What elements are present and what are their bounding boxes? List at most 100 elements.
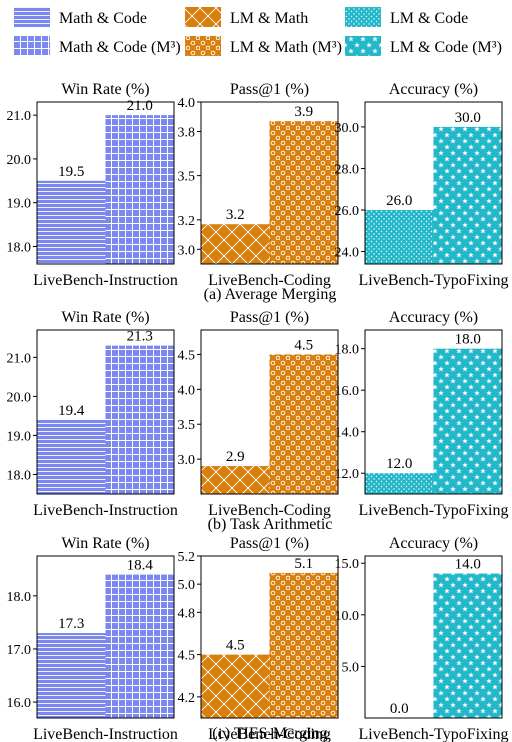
y-tick-label: 3.5 (178, 418, 196, 433)
y-tick-label: 20.0 (7, 390, 32, 405)
x-axis-label: LiveBench-Instruction (33, 502, 178, 519)
y-tick-label: 3.0 (178, 453, 196, 468)
legend-label: LM & Math (M³) (230, 39, 342, 56)
y-tick-label: 5.0 (342, 660, 360, 675)
y-tick-label: 28.0 (335, 162, 360, 177)
y-tick-label: 4.5 (178, 649, 196, 664)
y-tick-label: 21.0 (7, 351, 32, 366)
y-tick-label: 5.2 (178, 550, 196, 565)
chart-panel: 26.0 30.0 24.0 26.0 28.0 30.0 Accuracy (%) Live… (335, 81, 509, 289)
y-tick-label: 20.0 (7, 153, 32, 168)
legend-swatch (185, 7, 221, 27)
legend-swatch (345, 36, 381, 56)
bar (37, 180, 106, 264)
y-tick-label: 10.0 (335, 609, 360, 624)
bar (365, 473, 434, 494)
bar (201, 224, 270, 264)
y-tick-label: 16.0 (335, 384, 360, 399)
data-label: 4.5 (226, 638, 245, 654)
y-tick-label: 19.0 (7, 429, 32, 444)
legend-swatch (14, 7, 50, 27)
panel-title: Win Rate (%) (61, 81, 149, 98)
subfigure-caption: (c) TIES-Merging (212, 725, 327, 742)
subfigure-caption: (a) Average Merging (204, 286, 337, 303)
bar (201, 466, 270, 494)
y-tick-label: 3.8 (178, 125, 196, 140)
y-tick-label: 17.0 (7, 643, 32, 658)
y-tick-label: 18.0 (7, 590, 32, 605)
plot-frame (36, 329, 175, 495)
bar (201, 654, 270, 718)
data-label: 18.0 (455, 332, 481, 348)
data-label: 18.4 (127, 558, 154, 574)
y-tick-label: 4.5 (178, 348, 196, 363)
y-tick-label: 14.0 (335, 426, 360, 441)
x-axis-label: LiveBench-Instruction (33, 726, 178, 742)
bar (433, 573, 502, 718)
y-tick-label: 16.0 (7, 696, 32, 711)
chart-panel: 12.0 18.0 12.0 14.0 16.0 18.0 Accuracy (%) Live… (335, 309, 509, 519)
bar (269, 121, 338, 265)
data-label: 14.0 (455, 557, 481, 573)
x-axis-label: LiveBench-Coding (208, 272, 331, 289)
y-tick-label: 30.0 (335, 121, 360, 136)
y-tick-label: 4.2 (178, 691, 196, 706)
plot-frame (364, 101, 503, 265)
legend-label: LM & Math (230, 10, 308, 27)
y-tick-label: 19.0 (7, 197, 32, 212)
plot-frame (200, 329, 339, 495)
x-axis-label: LiveBench-TypoFixing (359, 726, 509, 742)
legend-label: Math & Code (M³) (59, 39, 181, 56)
panel-title: Win Rate (%) (61, 535, 149, 552)
y-tick-label: 3.2 (178, 214, 196, 229)
y-tick-label: 24.0 (335, 246, 360, 261)
panel-title: Pass@1 (%) (230, 81, 309, 98)
x-axis-label: LiveBench-TypoFixing (359, 272, 509, 289)
chart-panel: 19.4 21.3 18.0 19.0 20.0 21.0 Win Rate (%) Live… (7, 309, 178, 519)
legend-label: LM & Code (M³) (390, 39, 502, 56)
panel-title: Pass@1 (%) (230, 535, 309, 552)
legend-swatch (185, 36, 221, 56)
subfigure-caption: (b) Task Arithmetic (208, 516, 333, 533)
data-label: 4.5 (294, 337, 313, 353)
legend-swatch (14, 36, 50, 56)
bar (37, 419, 106, 494)
data-label: 21.0 (127, 98, 153, 114)
data-label: 5.1 (294, 556, 313, 572)
bar (37, 633, 106, 718)
data-label: 21.3 (127, 329, 153, 345)
bar (433, 348, 502, 494)
chart-panel: 0.0 14.0 5.0 10.0 15.0 Accuracy (%) LiveBench-… (335, 535, 509, 742)
data-label: 2.9 (226, 449, 245, 465)
legend-label: LM & Code (390, 10, 468, 27)
y-tick-label: 21.0 (7, 109, 32, 124)
data-label: 19.4 (58, 403, 85, 419)
data-label: 0.0 (390, 701, 409, 717)
bar (365, 210, 434, 264)
captions: (a) Average Merging (b) Task Arithmetic (c… (204, 286, 337, 742)
legend-swatch (345, 7, 381, 27)
bar (269, 354, 338, 494)
y-tick-label: 5.0 (178, 578, 196, 593)
legend-label: Math & Code (59, 10, 147, 27)
data-label: 3.9 (294, 104, 313, 120)
legend: Math & Code LM & Math LM & Code Math & Code… (14, 7, 502, 56)
y-tick-label: 3.0 (178, 243, 196, 258)
x-axis-label: LiveBench-Coding (208, 502, 331, 519)
chart-panel: 4.5 5.1 4.2 4.5 4.8 5.0 5.2 Pass@1 (%) LiveBench… (178, 535, 339, 742)
data-label: 12.0 (386, 456, 412, 472)
panel-title: Accuracy (%) (389, 309, 478, 326)
data-label: 26.0 (386, 193, 412, 209)
y-tick-label: 26.0 (335, 204, 360, 219)
plot-frame (36, 555, 175, 719)
bar (105, 574, 174, 718)
y-tick-label: 3.5 (178, 170, 196, 185)
panel-title: Accuracy (%) (389, 81, 478, 98)
bar (269, 572, 338, 718)
data-label: 19.5 (58, 164, 84, 180)
bar (105, 115, 174, 264)
plot-frame (36, 101, 175, 265)
chart-panel: 2.9 4.5 3.0 3.5 4.0 4.5 Pass@1 (%) LiveBench-Co… (178, 309, 339, 519)
